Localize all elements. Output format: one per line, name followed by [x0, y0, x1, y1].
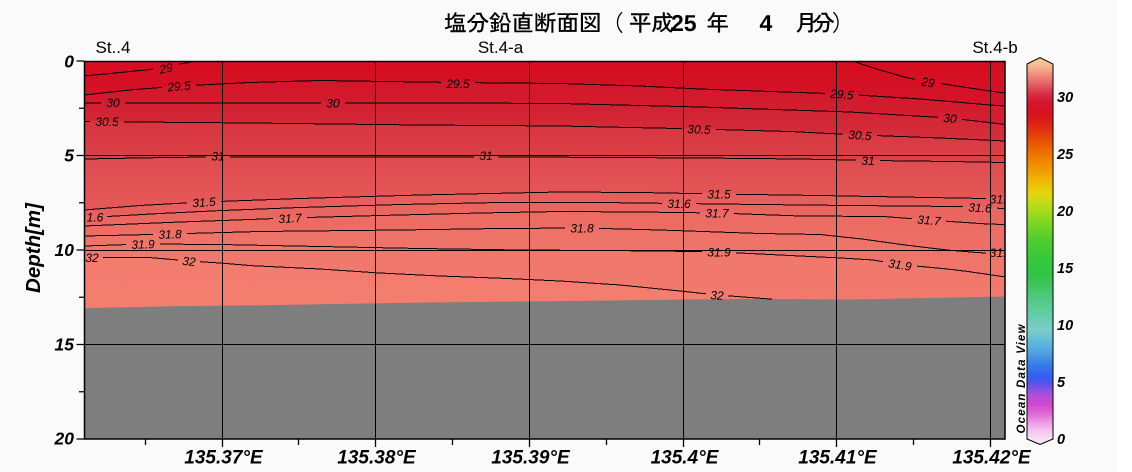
svg-text:5: 5 — [64, 146, 74, 166]
svg-text:0: 0 — [1057, 432, 1065, 448]
svg-text:30.5: 30.5 — [687, 122, 711, 137]
svg-text:St.4-b: St.4-b — [972, 38, 1017, 57]
svg-text:29.5: 29.5 — [445, 77, 470, 91]
svg-text:31.7: 31.7 — [278, 211, 303, 226]
svg-text:31.: 31. — [990, 193, 1007, 207]
svg-text:32: 32 — [85, 251, 99, 265]
svg-text:32: 32 — [710, 288, 724, 303]
svg-text:31.9: 31.9 — [131, 237, 155, 252]
svg-text:31.7: 31.7 — [917, 213, 943, 229]
svg-text:10: 10 — [55, 240, 75, 260]
svg-text:31.9: 31.9 — [887, 256, 913, 274]
svg-text:30: 30 — [326, 97, 340, 111]
svg-text:31.7: 31.7 — [705, 207, 730, 221]
svg-text:135.37°E: 135.37°E — [184, 448, 264, 469]
svg-text:29.5: 29.5 — [166, 78, 192, 94]
svg-text:20: 20 — [54, 429, 75, 449]
svg-text:20: 20 — [1056, 204, 1073, 220]
svg-text:30: 30 — [1057, 90, 1073, 106]
svg-text:31.9: 31.9 — [707, 246, 731, 260]
svg-text:5: 5 — [1057, 375, 1066, 391]
svg-text:St.4-a: St.4-a — [478, 38, 524, 57]
svg-text:30.5: 30.5 — [95, 115, 119, 129]
svg-text:31.6: 31.6 — [968, 200, 992, 215]
svg-text:31: 31 — [479, 149, 492, 163]
svg-text:10: 10 — [1057, 318, 1073, 334]
svg-text:30.5: 30.5 — [848, 128, 873, 144]
svg-text:30: 30 — [943, 111, 958, 126]
svg-text:29.5: 29.5 — [829, 87, 855, 103]
svg-text:31.5: 31.5 — [707, 188, 731, 202]
svg-text:135.38°E: 135.38°E — [337, 448, 417, 469]
svg-text:135.4°E: 135.4°E — [651, 448, 720, 469]
svg-text:135.42°E: 135.42°E — [952, 448, 1032, 469]
svg-text:135.39°E: 135.39°E — [491, 448, 571, 469]
svg-text:25: 25 — [1056, 147, 1074, 163]
svg-text:31.5: 31.5 — [192, 195, 217, 211]
svg-text:31: 31 — [861, 154, 874, 168]
svg-text:29: 29 — [919, 74, 936, 90]
svg-text:Depth[m]: Depth[m] — [22, 202, 45, 293]
svg-text:31.: 31. — [990, 246, 1007, 260]
svg-text:31.8: 31.8 — [570, 222, 594, 236]
svg-text:32: 32 — [182, 254, 197, 269]
svg-text:31: 31 — [211, 150, 224, 164]
svg-text:1.6: 1.6 — [87, 211, 104, 225]
svg-text:Ocean Data View: Ocean Data View — [1016, 323, 1028, 433]
svg-text:29: 29 — [157, 60, 174, 77]
svg-text:31.6: 31.6 — [667, 197, 691, 211]
svg-text:15: 15 — [55, 335, 75, 355]
svg-text:0: 0 — [64, 52, 74, 72]
svg-text:St..4: St..4 — [96, 38, 131, 57]
svg-text:31.8: 31.8 — [158, 227, 182, 242]
svg-text:30: 30 — [106, 96, 120, 110]
svg-text:135.41°E: 135.41°E — [798, 448, 878, 469]
svg-text:15: 15 — [1057, 261, 1074, 277]
